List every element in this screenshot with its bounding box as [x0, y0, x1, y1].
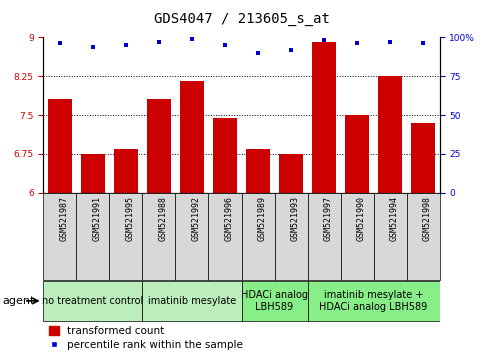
Text: GSM521993: GSM521993	[291, 195, 300, 240]
Bar	[142, 193, 175, 280]
Text: GSM521997: GSM521997	[324, 195, 333, 240]
Point	[386, 39, 394, 45]
Bar	[313, 42, 336, 193]
Point	[89, 44, 97, 49]
Bar	[407, 193, 440, 280]
Bar	[274, 193, 308, 280]
Point	[353, 41, 361, 46]
Bar	[341, 193, 373, 280]
Text: HDACi analog
LBH589: HDACi analog LBH589	[241, 290, 308, 312]
Bar	[114, 149, 138, 193]
Bar	[209, 193, 242, 280]
Bar	[308, 193, 341, 280]
Text: imatinib mesylate: imatinib mesylate	[148, 296, 236, 306]
Point	[287, 47, 295, 52]
Bar	[308, 280, 440, 321]
Text: GSM521996: GSM521996	[225, 195, 234, 240]
Bar	[379, 76, 401, 193]
Text: GSM521991: GSM521991	[93, 195, 102, 240]
Point	[419, 41, 427, 46]
Bar	[242, 280, 308, 321]
Text: GSM521988: GSM521988	[159, 195, 168, 240]
Bar	[43, 280, 142, 321]
Bar	[76, 193, 110, 280]
Point	[320, 38, 328, 43]
Point	[254, 50, 262, 56]
Bar	[175, 193, 209, 280]
Text: GSM521990: GSM521990	[357, 195, 366, 240]
Text: GSM521992: GSM521992	[192, 195, 201, 240]
Bar	[280, 154, 302, 193]
Text: GSM521998: GSM521998	[423, 195, 432, 240]
Text: no treatment control: no treatment control	[43, 296, 143, 306]
Bar	[246, 149, 270, 193]
Point	[155, 39, 163, 45]
Text: GSM521987: GSM521987	[60, 195, 69, 240]
Bar	[48, 99, 71, 193]
Text: GSM521989: GSM521989	[258, 195, 267, 240]
Legend: transformed count, percentile rank within the sample: transformed count, percentile rank withi…	[49, 326, 243, 350]
Text: imatinib mesylate +
HDACi analog LBH589: imatinib mesylate + HDACi analog LBH589	[319, 290, 427, 312]
Point	[188, 36, 196, 41]
Bar	[242, 193, 274, 280]
Bar	[373, 193, 407, 280]
Point	[122, 42, 130, 48]
Bar	[43, 193, 76, 280]
Point	[56, 41, 64, 46]
Bar	[110, 193, 142, 280]
Bar	[345, 115, 369, 193]
Text: agent: agent	[2, 296, 35, 306]
Text: GSM521995: GSM521995	[126, 195, 135, 240]
Text: GSM521994: GSM521994	[390, 195, 399, 240]
Bar	[82, 154, 104, 193]
Text: GDS4047 / 213605_s_at: GDS4047 / 213605_s_at	[154, 12, 329, 27]
Point	[221, 42, 229, 48]
Bar	[213, 118, 237, 193]
Bar	[412, 123, 435, 193]
Bar	[181, 81, 203, 193]
Bar	[147, 99, 170, 193]
Bar	[142, 280, 242, 321]
